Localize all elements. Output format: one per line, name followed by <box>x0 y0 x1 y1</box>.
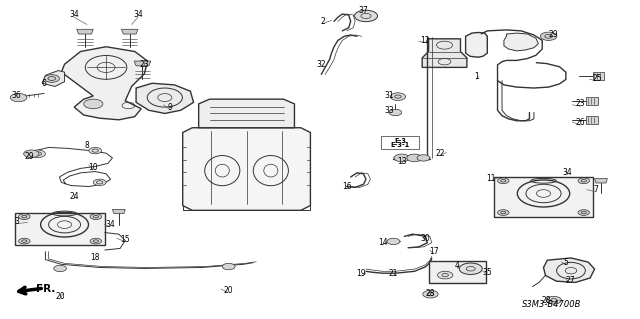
Text: 30: 30 <box>420 234 430 243</box>
Text: 11: 11 <box>486 174 496 183</box>
Text: 21: 21 <box>388 269 398 278</box>
Text: 24: 24 <box>69 191 79 201</box>
Text: 18: 18 <box>90 254 100 263</box>
Circle shape <box>578 178 589 184</box>
Text: E-3-1: E-3-1 <box>390 142 410 148</box>
Text: 5: 5 <box>563 258 568 267</box>
Circle shape <box>54 265 67 271</box>
Circle shape <box>394 154 410 162</box>
Circle shape <box>90 214 102 219</box>
Text: 37: 37 <box>358 6 367 15</box>
Text: 2: 2 <box>321 17 326 26</box>
Text: 33: 33 <box>384 106 394 115</box>
Text: 9: 9 <box>168 103 172 112</box>
Circle shape <box>387 238 400 245</box>
Text: 19: 19 <box>356 269 366 278</box>
Text: 20: 20 <box>55 292 65 300</box>
Polygon shape <box>134 61 151 66</box>
Circle shape <box>460 263 482 274</box>
Circle shape <box>222 263 235 270</box>
Text: 27: 27 <box>566 276 575 285</box>
Text: 12: 12 <box>420 36 430 45</box>
Circle shape <box>497 210 509 215</box>
Text: 31: 31 <box>384 92 394 100</box>
Polygon shape <box>595 179 607 183</box>
Circle shape <box>89 147 102 154</box>
Text: S3M3-B4700B: S3M3-B4700B <box>522 300 581 309</box>
Text: 14: 14 <box>378 238 387 247</box>
Circle shape <box>19 238 30 244</box>
Polygon shape <box>586 97 598 105</box>
Polygon shape <box>429 261 486 283</box>
Text: 34: 34 <box>133 11 143 19</box>
Text: 34: 34 <box>563 168 573 177</box>
Text: 1: 1 <box>474 72 479 81</box>
Circle shape <box>546 296 561 304</box>
Text: 34: 34 <box>69 11 79 19</box>
Circle shape <box>497 178 509 184</box>
Text: E-3: E-3 <box>394 138 406 144</box>
Circle shape <box>84 99 103 109</box>
Circle shape <box>578 210 589 215</box>
Text: 25: 25 <box>593 74 603 83</box>
Circle shape <box>390 93 406 100</box>
Polygon shape <box>122 29 138 34</box>
Text: 32: 32 <box>316 60 326 69</box>
Polygon shape <box>61 47 148 120</box>
Polygon shape <box>543 258 595 282</box>
Text: 20: 20 <box>223 286 233 295</box>
Text: 7: 7 <box>593 185 598 194</box>
Polygon shape <box>422 39 467 67</box>
Circle shape <box>407 154 422 162</box>
Text: 28: 28 <box>425 289 435 298</box>
Text: 8: 8 <box>84 141 90 150</box>
Text: 23: 23 <box>576 100 586 108</box>
Text: 23: 23 <box>140 60 149 69</box>
Text: 22: 22 <box>435 149 445 158</box>
Text: 29: 29 <box>24 152 35 161</box>
Text: 6: 6 <box>42 79 47 88</box>
Text: 35: 35 <box>483 268 492 277</box>
Text: 36: 36 <box>12 92 22 100</box>
Text: FR.: FR. <box>36 284 55 294</box>
Text: 4: 4 <box>455 261 460 271</box>
Circle shape <box>90 238 102 244</box>
Circle shape <box>389 109 402 116</box>
Polygon shape <box>504 33 538 51</box>
Circle shape <box>44 75 60 82</box>
Polygon shape <box>466 33 487 57</box>
Circle shape <box>423 290 438 298</box>
Text: 15: 15 <box>120 235 130 244</box>
Text: 3: 3 <box>14 217 19 226</box>
Polygon shape <box>182 128 310 210</box>
Circle shape <box>540 32 557 41</box>
Text: 28: 28 <box>542 296 552 305</box>
Text: 16: 16 <box>342 182 351 191</box>
Circle shape <box>24 150 39 158</box>
Polygon shape <box>15 213 105 245</box>
Polygon shape <box>494 177 593 217</box>
Circle shape <box>355 10 378 22</box>
Circle shape <box>19 214 30 219</box>
Text: 26: 26 <box>576 118 586 128</box>
Circle shape <box>417 155 430 161</box>
Polygon shape <box>113 209 125 213</box>
Polygon shape <box>136 83 193 114</box>
Text: 29: 29 <box>548 30 558 39</box>
Polygon shape <box>593 72 604 80</box>
Polygon shape <box>77 29 93 34</box>
Polygon shape <box>586 116 598 123</box>
Circle shape <box>438 271 453 279</box>
Text: 10: 10 <box>88 163 98 172</box>
Circle shape <box>30 150 45 158</box>
Polygon shape <box>198 99 294 128</box>
Text: 13: 13 <box>397 157 406 166</box>
Polygon shape <box>42 70 65 86</box>
Circle shape <box>10 93 27 102</box>
Text: 34: 34 <box>106 220 115 229</box>
Circle shape <box>93 179 106 186</box>
Text: 17: 17 <box>429 247 438 256</box>
